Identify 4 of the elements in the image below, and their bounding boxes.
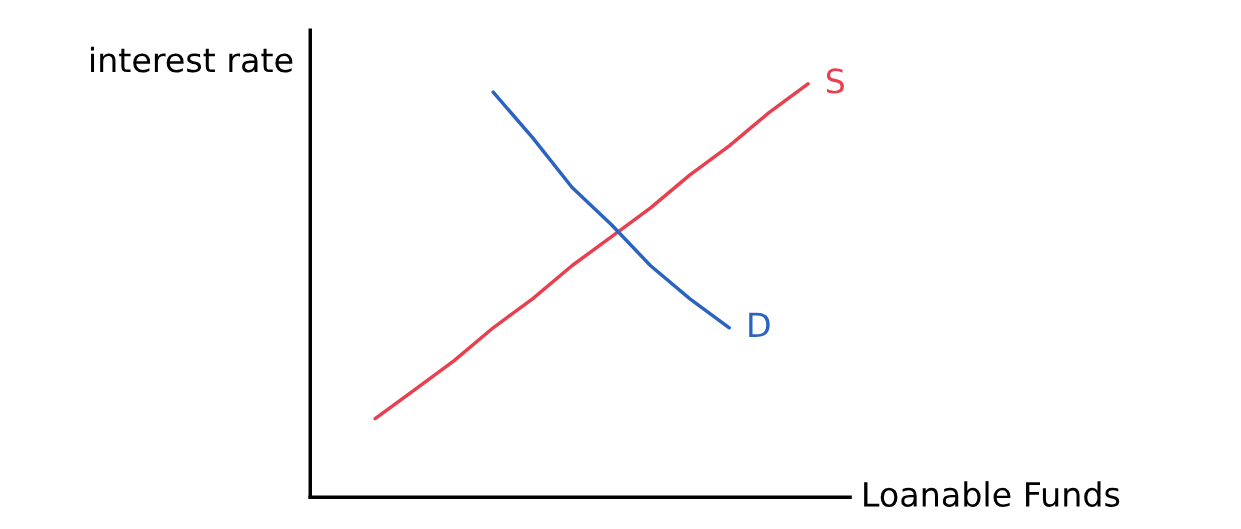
x-axis-title: Loanable Funds: [864, 481, 1120, 507]
series-label: D: [749, 312, 770, 337]
series-label: S: [826, 68, 844, 94]
y-axis-title: interest rate: [91, 46, 293, 73]
